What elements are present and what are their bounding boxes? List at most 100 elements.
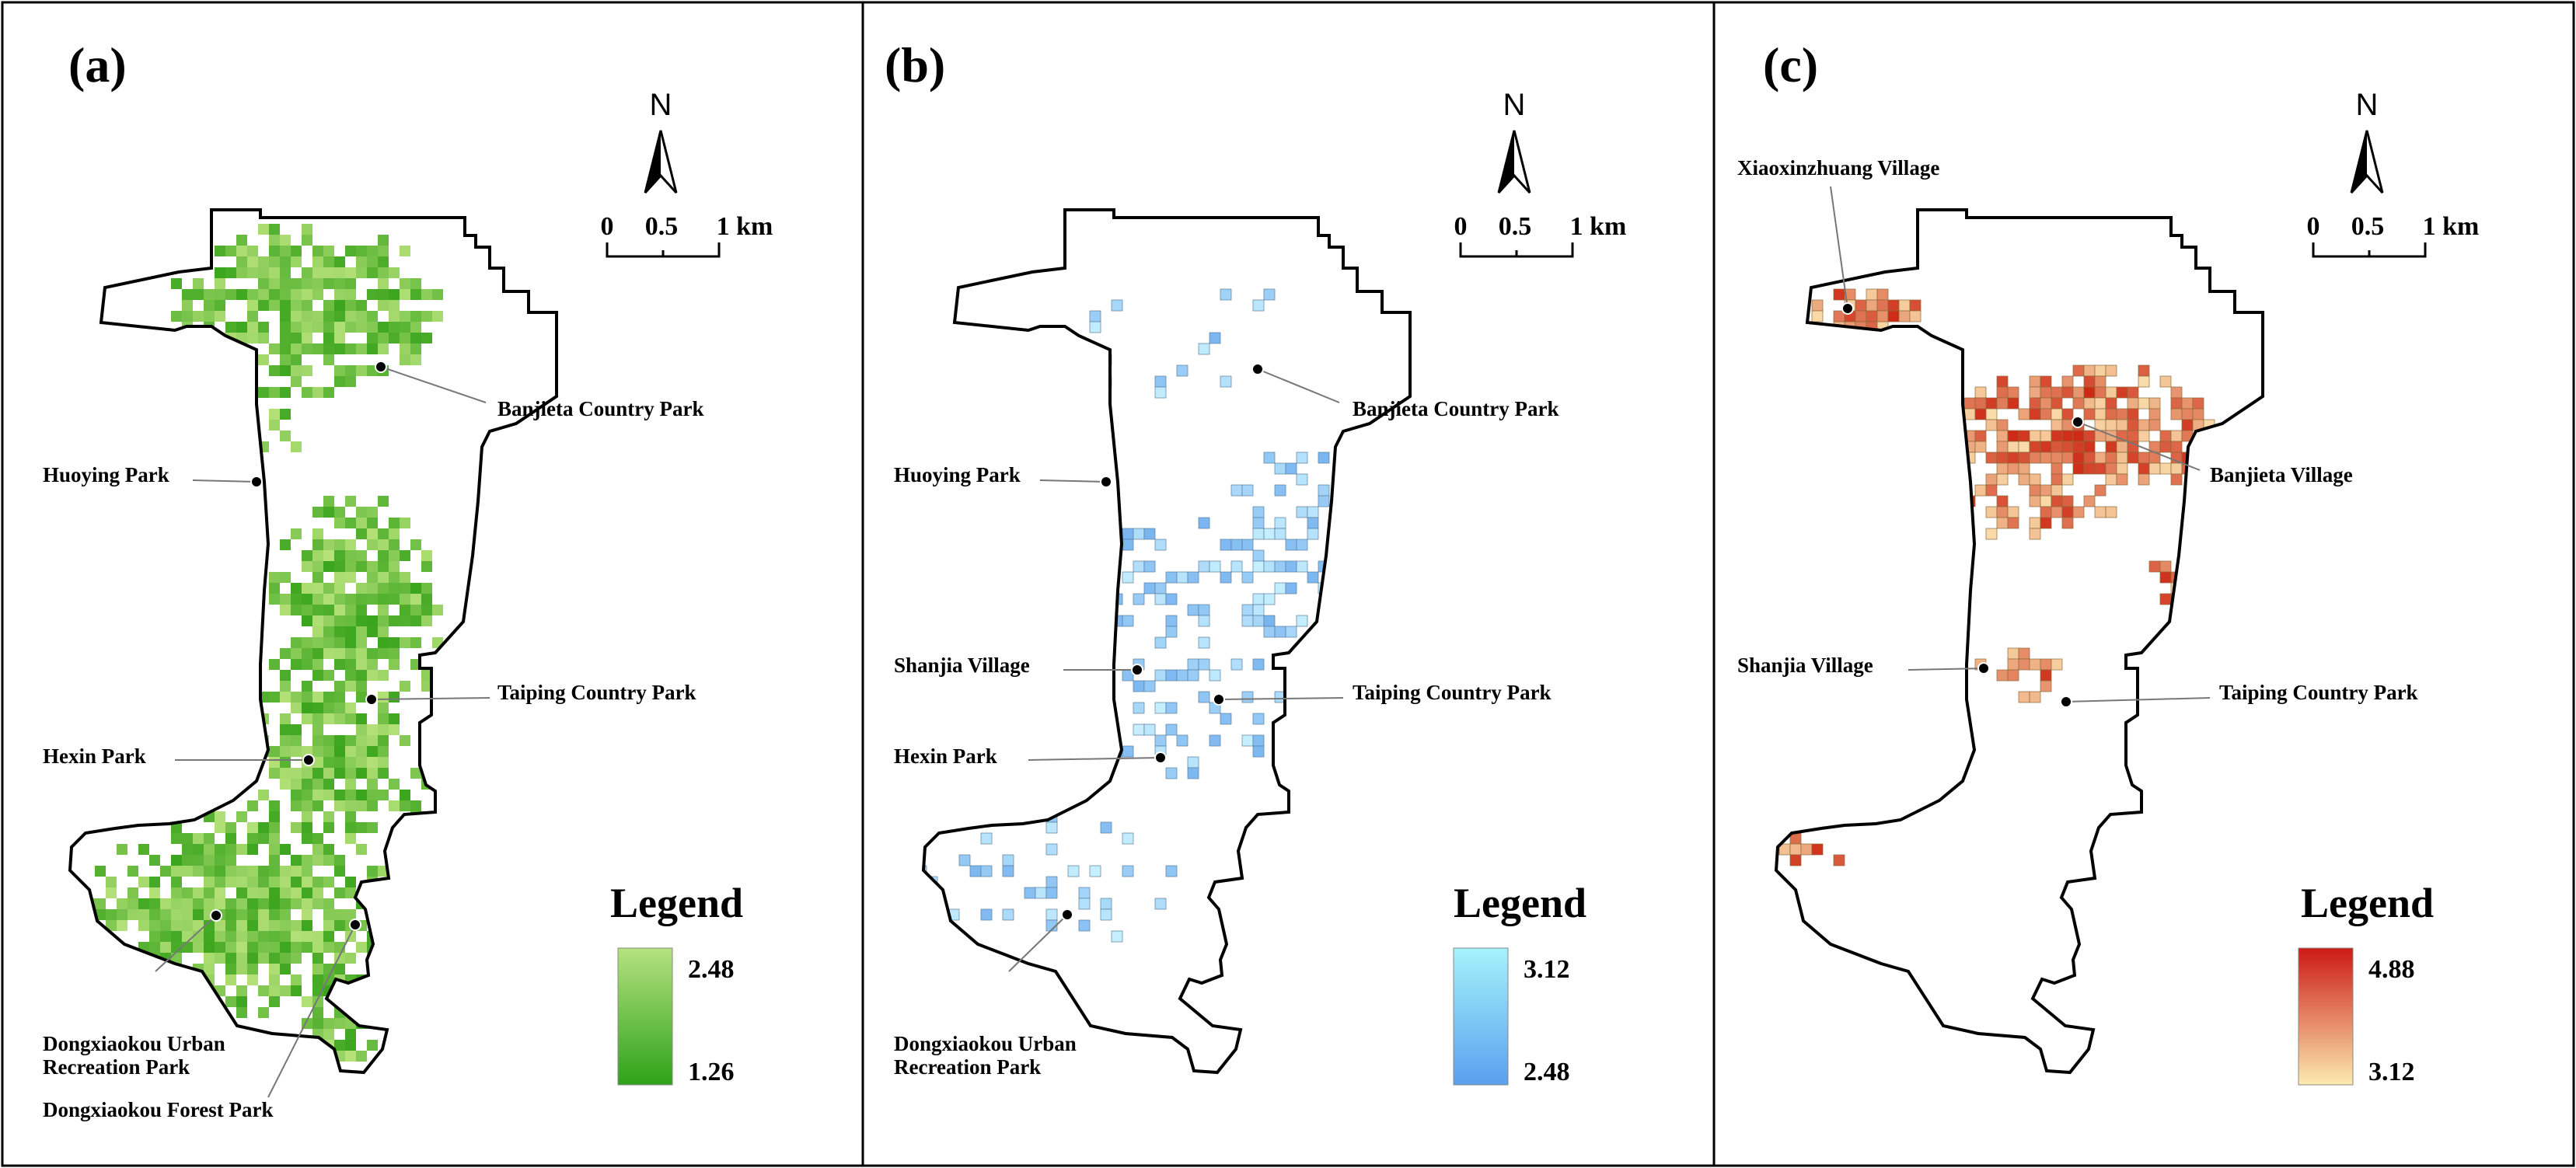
north-arrow-fill	[1499, 131, 1514, 193]
raster-cell	[302, 615, 312, 626]
raster-cell	[421, 550, 432, 561]
raster-cell	[312, 833, 323, 844]
place-point-icon	[365, 693, 378, 706]
raster-cell	[1133, 723, 1145, 736]
raster-cell	[345, 518, 356, 528]
raster-cell	[334, 594, 345, 605]
raster-cell	[258, 920, 269, 931]
panel-b: (b) N 0 0.5 1 km Legend 3.12 2.48 Banjie…	[885, 37, 1626, 1086]
raster-cell	[1274, 560, 1286, 573]
raster-cell	[1985, 452, 1998, 464]
raster-cell	[2018, 658, 2030, 671]
raster-cell	[2105, 506, 2117, 518]
raster-cell	[1220, 288, 1232, 301]
raster-cell	[345, 626, 356, 637]
leader-line	[380, 366, 487, 403]
raster-cell	[334, 703, 345, 713]
raster-cell	[1187, 604, 1199, 616]
raster-cell	[389, 300, 400, 311]
raster-cell	[2072, 506, 2085, 518]
raster-cell	[410, 594, 421, 605]
raster-cell	[345, 670, 356, 681]
raster-cell	[236, 887, 247, 898]
raster-cell	[1328, 549, 1341, 562]
raster-cell	[312, 964, 323, 974]
raster-cell	[356, 822, 367, 833]
raster-cell	[2214, 571, 2226, 584]
raster-cell	[345, 833, 356, 844]
raster-cell	[1045, 821, 1058, 834]
raster-cell	[1165, 669, 1178, 682]
raster-cell	[193, 942, 204, 953]
raster-cell	[312, 605, 323, 615]
raster-cell	[160, 920, 171, 931]
raster-cell	[323, 811, 334, 822]
raster-cell	[291, 289, 302, 300]
raster-cell	[1154, 582, 1167, 594]
raster-cell	[389, 920, 400, 931]
raster-cell	[323, 256, 334, 267]
raster-cell	[410, 289, 421, 300]
panel-label: (a)	[68, 37, 127, 92]
raster-cell	[280, 267, 291, 278]
raster-cell	[258, 278, 269, 289]
raster-cell	[432, 605, 443, 615]
raster-cell	[225, 931, 236, 942]
raster-cell	[1122, 832, 1134, 845]
raster-cell	[2018, 691, 2030, 703]
place-label: Dongxiaokou Forest Park	[43, 1098, 274, 1121]
raster-cell	[1285, 462, 1297, 475]
raster-cell	[1985, 484, 1998, 497]
raster-cell	[1811, 843, 1824, 856]
raster-cell	[323, 561, 334, 572]
raster-cell	[1220, 539, 1232, 551]
raster-cell	[2051, 473, 2063, 486]
raster-cell	[323, 757, 334, 768]
raster-cell	[2072, 397, 2085, 410]
raster-cell	[2061, 375, 2074, 388]
raster-cell	[1187, 756, 1199, 769]
raster-cell	[367, 735, 378, 746]
raster-cell	[247, 246, 258, 256]
raster-cell	[312, 387, 323, 398]
raster-cell	[1307, 745, 1319, 758]
raster-cell	[2192, 713, 2204, 725]
raster-cell	[312, 887, 323, 898]
raster-cell	[345, 953, 356, 964]
raster-cell	[1089, 865, 1101, 877]
raster-cell	[400, 681, 410, 692]
raster-cell	[1274, 484, 1286, 497]
raster-cell	[367, 1040, 378, 1051]
raster-cell	[367, 311, 378, 322]
raster-cell	[171, 898, 182, 909]
raster-cell	[1263, 615, 1276, 627]
raster-cell	[258, 322, 269, 333]
raster-cell	[193, 920, 204, 931]
raster-cell	[410, 844, 421, 855]
raster-cell	[269, 409, 280, 420]
raster-cell	[215, 398, 225, 409]
legend: Legend 3.12 2.48	[1453, 880, 1586, 1086]
raster-cell	[269, 920, 280, 931]
raster-cell	[1974, 430, 1987, 442]
raster-cell	[345, 605, 356, 615]
raster-cell	[378, 322, 389, 333]
raster-cell	[2148, 419, 2161, 431]
raster-cell	[215, 920, 225, 931]
place-marker: Dongxiaokou Forest Park	[43, 919, 361, 1121]
raster-cell	[269, 659, 280, 670]
raster-cell	[1833, 854, 1845, 866]
raster-cell	[345, 1051, 356, 1062]
raster-cell	[2061, 495, 2074, 507]
raster-cell	[1350, 593, 1363, 605]
raster-cell	[323, 746, 334, 757]
raster-cell	[400, 594, 410, 605]
raster-cell	[280, 235, 291, 246]
raster-cell	[2029, 408, 2041, 420]
raster-cell	[269, 985, 280, 996]
raster-cell	[312, 278, 323, 289]
raster-cell	[334, 800, 345, 811]
place-point-icon	[375, 361, 387, 373]
raster-cell	[258, 822, 269, 833]
raster-cell	[2170, 756, 2183, 769]
